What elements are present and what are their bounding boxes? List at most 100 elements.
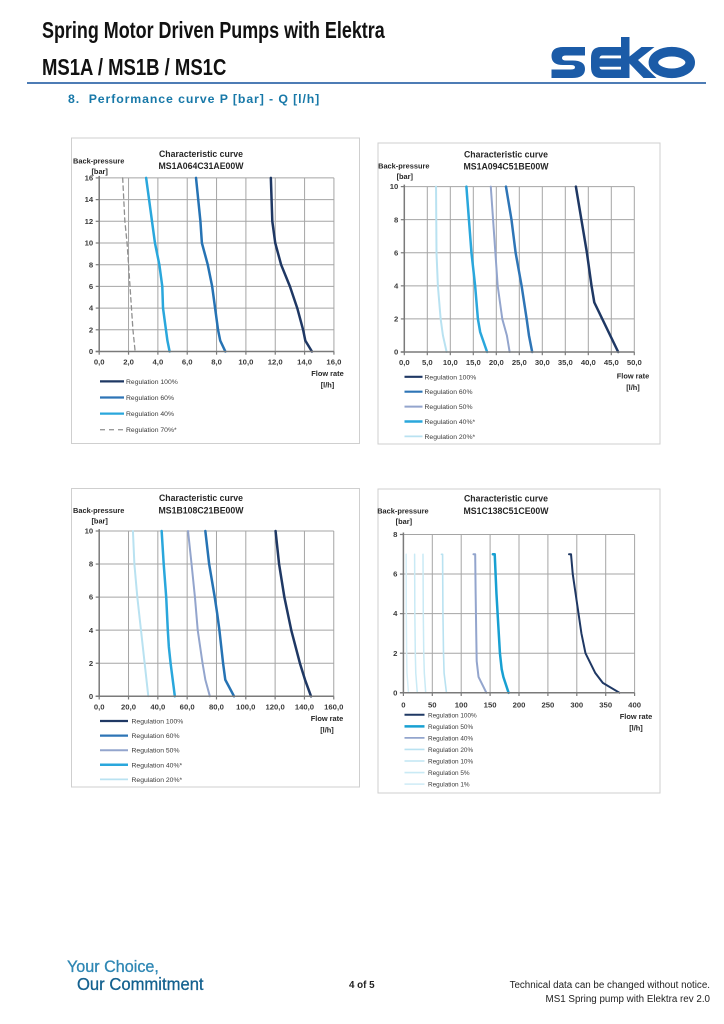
- svg-text:350: 350: [599, 700, 612, 709]
- svg-text:0,0: 0,0: [94, 358, 105, 367]
- svg-text:[l/h]: [l/h]: [629, 724, 643, 733]
- svg-text:80,0: 80,0: [209, 702, 224, 711]
- svg-text:4: 4: [89, 626, 94, 635]
- svg-text:0,0: 0,0: [399, 358, 410, 367]
- svg-text:Flow rate: Flow rate: [311, 714, 343, 723]
- svg-text:6,0: 6,0: [182, 358, 193, 367]
- svg-text:0: 0: [89, 692, 93, 701]
- svg-text:20,0: 20,0: [121, 702, 136, 711]
- svg-text:40,0: 40,0: [581, 358, 596, 367]
- svg-text:6: 6: [394, 248, 398, 257]
- svg-text:140,0: 140,0: [295, 702, 314, 711]
- svg-text:Regulation 50%: Regulation 50%: [132, 748, 180, 755]
- svg-text:8: 8: [393, 530, 398, 539]
- svg-text:[l/h]: [l/h]: [320, 726, 334, 735]
- svg-text:8,0: 8,0: [211, 358, 222, 367]
- svg-text:Back-pressure: Back-pressure: [73, 506, 124, 515]
- svg-text:MS1B108C21BE00W: MS1B108C21BE00W: [159, 506, 245, 517]
- svg-text:Regulation 40%: Regulation 40%: [428, 735, 473, 742]
- svg-text:10: 10: [85, 239, 94, 248]
- svg-text:Regulation 100%: Regulation 100%: [425, 374, 477, 381]
- svg-text:Regulation 10%: Regulation 10%: [428, 759, 473, 766]
- svg-text:6: 6: [89, 282, 93, 291]
- svg-text:50: 50: [428, 700, 437, 709]
- svg-text:2: 2: [394, 315, 398, 324]
- svg-text:Characteristic curve: Characteristic curve: [159, 149, 243, 160]
- svg-text:12,0: 12,0: [268, 358, 283, 367]
- svg-text:Characteristic curve: Characteristic curve: [159, 493, 243, 504]
- svg-text:14: 14: [85, 195, 94, 204]
- svg-text:Characteristic curve: Characteristic curve: [464, 150, 548, 161]
- svg-text:Regulation 40%*: Regulation 40%*: [132, 762, 183, 769]
- svg-text:10: 10: [85, 527, 94, 536]
- svg-text:0,0: 0,0: [94, 702, 105, 711]
- svg-text:35,0: 35,0: [558, 358, 573, 367]
- svg-text:[bar]: [bar]: [397, 172, 414, 181]
- svg-text:8: 8: [89, 560, 94, 569]
- svg-text:MS1A064C31AE00W: MS1A064C31AE00W: [159, 161, 245, 172]
- svg-text:Regulation 60%: Regulation 60%: [126, 395, 174, 402]
- svg-text:Regulation 100%: Regulation 100%: [126, 379, 178, 386]
- svg-text:16,0: 16,0: [326, 358, 341, 367]
- svg-text:0: 0: [394, 348, 398, 357]
- svg-text:Regulation 100%: Regulation 100%: [132, 719, 184, 726]
- svg-text:16: 16: [85, 174, 94, 183]
- svg-text:10: 10: [390, 182, 399, 191]
- svg-text:Back-pressure: Back-pressure: [377, 507, 428, 516]
- svg-text:[bar]: [bar]: [396, 517, 413, 526]
- svg-text:Flow rate: Flow rate: [617, 372, 649, 381]
- svg-text:Flow rate: Flow rate: [311, 369, 343, 378]
- svg-text:Regulation 20%: Regulation 20%: [428, 747, 473, 754]
- svg-text:Regulation 60%: Regulation 60%: [425, 389, 473, 396]
- svg-text:Regulation 60%: Regulation 60%: [132, 733, 180, 740]
- svg-text:400: 400: [628, 700, 641, 709]
- svg-text:Regulation 50%: Regulation 50%: [428, 724, 473, 731]
- svg-text:Flow rate: Flow rate: [620, 712, 652, 721]
- svg-text:2,0: 2,0: [123, 358, 134, 367]
- svg-text:Regulation 70%*: Regulation 70%*: [126, 427, 177, 434]
- svg-text:45,0: 45,0: [604, 358, 619, 367]
- svg-text:0: 0: [89, 347, 93, 356]
- svg-text:200: 200: [513, 700, 526, 709]
- svg-text:6: 6: [89, 593, 93, 602]
- svg-text:160,0: 160,0: [324, 702, 343, 711]
- svg-text:10,0: 10,0: [238, 358, 253, 367]
- svg-text:Regulation 20%*: Regulation 20%*: [425, 434, 476, 441]
- svg-text:120,0: 120,0: [265, 702, 284, 711]
- svg-text:Back-pressure: Back-pressure: [73, 157, 124, 166]
- svg-text:150: 150: [484, 700, 497, 709]
- svg-text:6: 6: [393, 570, 397, 579]
- svg-text:40,0: 40,0: [150, 702, 165, 711]
- svg-text:20,0: 20,0: [489, 358, 504, 367]
- svg-text:0: 0: [393, 688, 397, 697]
- svg-text:Regulation 20%*: Regulation 20%*: [132, 777, 183, 784]
- svg-text:Regulation 100%: Regulation 100%: [428, 712, 477, 719]
- svg-text:Regulation 50%: Regulation 50%: [425, 404, 473, 411]
- svg-text:0: 0: [401, 700, 405, 709]
- svg-text:50,0: 50,0: [627, 358, 642, 367]
- svg-text:[l/h]: [l/h]: [626, 383, 640, 392]
- svg-text:8: 8: [89, 260, 94, 269]
- svg-text:[bar]: [bar]: [91, 167, 108, 176]
- svg-text:4: 4: [394, 281, 399, 290]
- svg-text:2: 2: [393, 649, 397, 658]
- svg-text:10,0: 10,0: [443, 358, 458, 367]
- svg-text:4: 4: [89, 304, 94, 313]
- svg-text:MS1C138C51CE00W: MS1C138C51CE00W: [464, 506, 550, 517]
- svg-text:Characteristic curve: Characteristic curve: [464, 494, 548, 505]
- svg-text:14,0: 14,0: [297, 358, 312, 367]
- svg-text:5,0: 5,0: [422, 358, 433, 367]
- svg-text:2: 2: [89, 659, 93, 668]
- svg-text:25,0: 25,0: [512, 358, 527, 367]
- svg-text:100,0: 100,0: [236, 702, 255, 711]
- svg-text:250: 250: [541, 700, 554, 709]
- svg-text:Regulation 1%: Regulation 1%: [428, 782, 470, 789]
- svg-text:60,0: 60,0: [180, 702, 195, 711]
- svg-text:[l/h]: [l/h]: [321, 381, 335, 390]
- svg-text:300: 300: [570, 700, 583, 709]
- svg-text:Regulation 40%: Regulation 40%: [126, 411, 174, 418]
- svg-text:4: 4: [393, 609, 398, 618]
- svg-text:Back-pressure: Back-pressure: [378, 162, 429, 171]
- svg-text:MS1A094C51BE00W: MS1A094C51BE00W: [464, 162, 550, 173]
- svg-text:12: 12: [85, 217, 94, 226]
